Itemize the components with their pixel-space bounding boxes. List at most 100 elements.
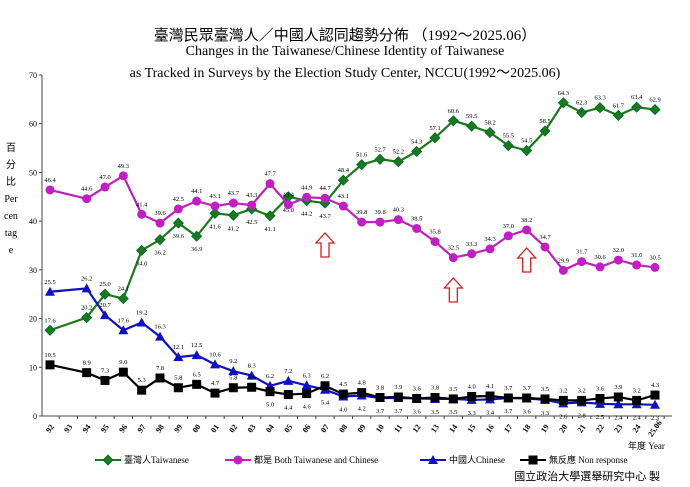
data-label: 3.7 [504, 385, 513, 392]
data-point [632, 395, 642, 405]
data-point [228, 383, 238, 393]
x-tick-label: 07 [319, 423, 331, 435]
data-label: 42.5 [246, 219, 257, 226]
data-point [540, 394, 550, 404]
data-point [540, 242, 550, 252]
data-point [227, 209, 239, 221]
data-label: 3.2 [559, 387, 567, 394]
legend-entry: 都是 Both Taiwanese and Chinese [254, 455, 378, 465]
data-label: 39.6 [154, 210, 166, 217]
data-point [191, 350, 202, 360]
data-label: 25.0 [99, 281, 110, 288]
data-label: 37.0 [503, 223, 514, 230]
data-point [82, 194, 92, 204]
data-point [337, 174, 349, 186]
x-tick-label: 22 [594, 423, 606, 435]
data-label: 58.2 [484, 119, 495, 126]
data-point [576, 106, 588, 119]
data-point [650, 262, 660, 272]
x-tick-label: 13 [429, 423, 441, 435]
data-point [412, 223, 422, 233]
data-label: 30.6 [594, 254, 606, 261]
data-label: 3.5 [541, 386, 549, 393]
data-point [467, 392, 477, 402]
data-label: 46.4 [44, 177, 56, 184]
data-label: 38.2 [521, 217, 532, 224]
y-tick-label: 50 [29, 168, 37, 177]
data-label: 32.5 [448, 245, 459, 252]
data-label: 3.6 [596, 385, 605, 392]
data-label: 5.4 [321, 400, 330, 407]
data-point [82, 368, 92, 378]
data-label: 17.6 [118, 317, 130, 324]
data-label: 12.1 [173, 344, 184, 351]
data-label: 5.8 [229, 375, 237, 382]
data-point [233, 455, 243, 465]
data-label: 5.0 [266, 402, 274, 409]
data-label: 26.2 [81, 275, 92, 282]
data-point [577, 257, 587, 267]
data-point [467, 249, 477, 259]
data-label: 33.3 [466, 241, 477, 248]
data-label: 10.6 [209, 351, 221, 358]
data-label: 52.2 [393, 149, 404, 156]
data-label: 4.6 [303, 404, 312, 411]
data-point [429, 132, 441, 144]
data-point [393, 215, 403, 225]
data-point [210, 201, 220, 211]
data-label: 57.1 [429, 125, 440, 132]
data-label: 34.3 [484, 236, 495, 243]
data-point [503, 231, 513, 241]
y-axis-label: 百分比 Percentage [4, 143, 18, 256]
data-label: 7.8 [156, 365, 164, 372]
data-point [594, 102, 606, 114]
data-label: 3.9 [614, 384, 622, 391]
data-label: 6.5 [193, 371, 201, 378]
data-label: 4.1 [486, 383, 494, 390]
x-tick-label: 03 [246, 423, 258, 435]
data-label: 17.6 [44, 317, 56, 324]
data-label: 54.5 [521, 138, 532, 145]
data-point [137, 385, 147, 395]
data-label: 48.4 [338, 167, 350, 174]
data-label: 41.4 [136, 201, 148, 208]
data-label: 9.0 [119, 359, 127, 366]
data-point [264, 210, 276, 222]
x-tick-label: 01 [209, 423, 221, 435]
data-point [118, 367, 128, 377]
data-point [81, 283, 92, 293]
data-label: 3.5 [431, 409, 439, 416]
data-point [136, 244, 148, 256]
x-tick-label: 17 [502, 423, 514, 435]
data-label: 59.5 [466, 113, 477, 120]
data-label: 25.5 [44, 279, 55, 286]
data-point [595, 398, 605, 408]
data-label: 16.3 [154, 324, 165, 331]
data-point [448, 253, 458, 263]
data-label: 43.4 [283, 192, 295, 199]
data-point [392, 156, 404, 168]
data-label: 36.2 [154, 250, 165, 257]
data-point [374, 153, 386, 165]
data-point [118, 171, 128, 181]
x-tick-label: 99 [172, 423, 184, 435]
up-arrow-annotation [516, 247, 538, 273]
data-label: 19.2 [136, 309, 147, 316]
data-label: 3.6 [523, 408, 532, 415]
data-label: 35.8 [429, 229, 440, 236]
data-label: 10.5 [44, 352, 55, 359]
data-label: 63.4 [631, 94, 643, 101]
legend-entry: 無反應 Non response [549, 454, 628, 465]
data-point [502, 140, 514, 152]
data-label: 34.0 [136, 260, 147, 267]
data-label: 36.9 [191, 246, 202, 253]
data-point [210, 388, 220, 398]
x-tick-label: 95 [99, 423, 111, 435]
data-point [302, 389, 312, 399]
data-point [430, 392, 440, 402]
data-point [338, 201, 348, 211]
series-line [49, 174, 656, 272]
data-label: 3.6 [413, 408, 422, 415]
data-point [528, 455, 538, 465]
